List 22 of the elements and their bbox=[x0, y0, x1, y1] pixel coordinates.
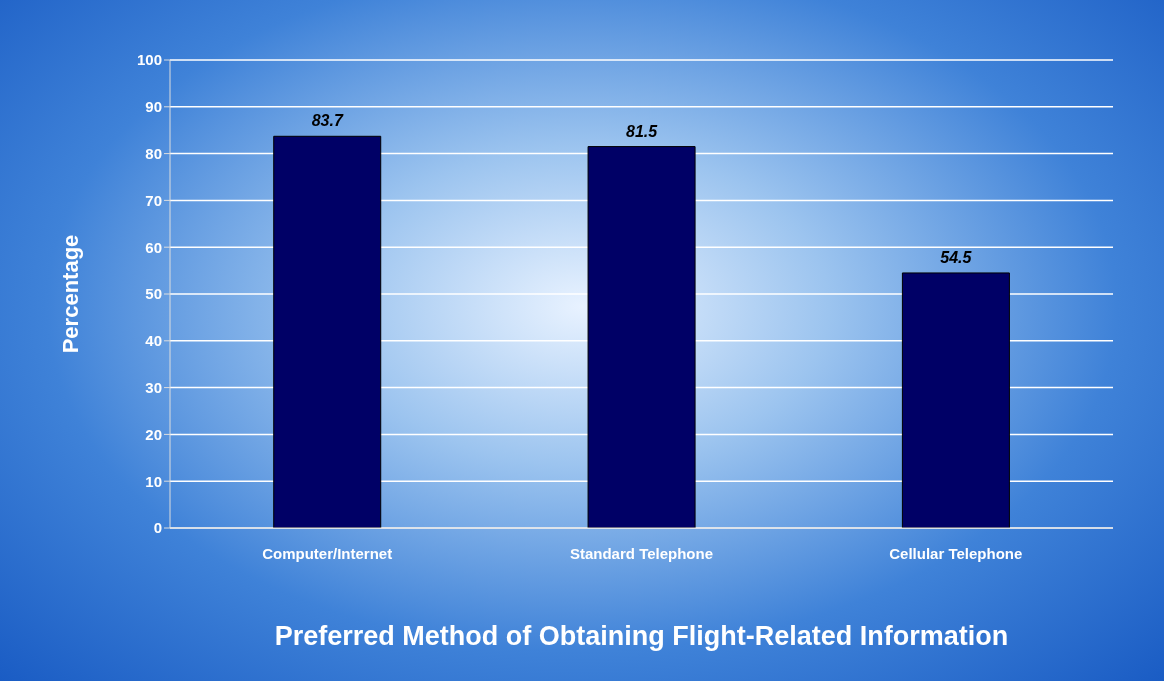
y-tick-label: 80 bbox=[145, 144, 162, 162]
y-tick-label: 30 bbox=[145, 378, 162, 396]
y-tick-label: 10 bbox=[145, 472, 162, 490]
y-tick-label: 40 bbox=[145, 332, 162, 350]
y-tick-label: 100 bbox=[136, 51, 162, 69]
y-tick-label: 60 bbox=[145, 238, 162, 256]
y-tick-label: 0 bbox=[153, 519, 162, 537]
data-label: 54.5 bbox=[940, 248, 973, 266]
y-tick-label: 90 bbox=[145, 98, 162, 116]
y-tick-label: 50 bbox=[145, 285, 162, 303]
bar bbox=[273, 135, 382, 528]
x-tick-label: Computer/Internet bbox=[262, 544, 393, 562]
bar bbox=[587, 146, 696, 528]
x-axis-title: Preferred Method of Obtaining Flight-Related Information bbox=[274, 621, 1009, 651]
bar bbox=[901, 272, 1010, 528]
x-tick-label: Standard Telephone bbox=[569, 544, 714, 562]
y-tick-label: 70 bbox=[145, 191, 162, 209]
data-label: 81.5 bbox=[625, 122, 659, 140]
data-label: 83.7 bbox=[311, 112, 344, 130]
y-axis-title: Percentage bbox=[57, 234, 83, 354]
x-tick-label: Cellular Telephone bbox=[889, 544, 1023, 562]
y-tick-label: 20 bbox=[145, 425, 162, 443]
